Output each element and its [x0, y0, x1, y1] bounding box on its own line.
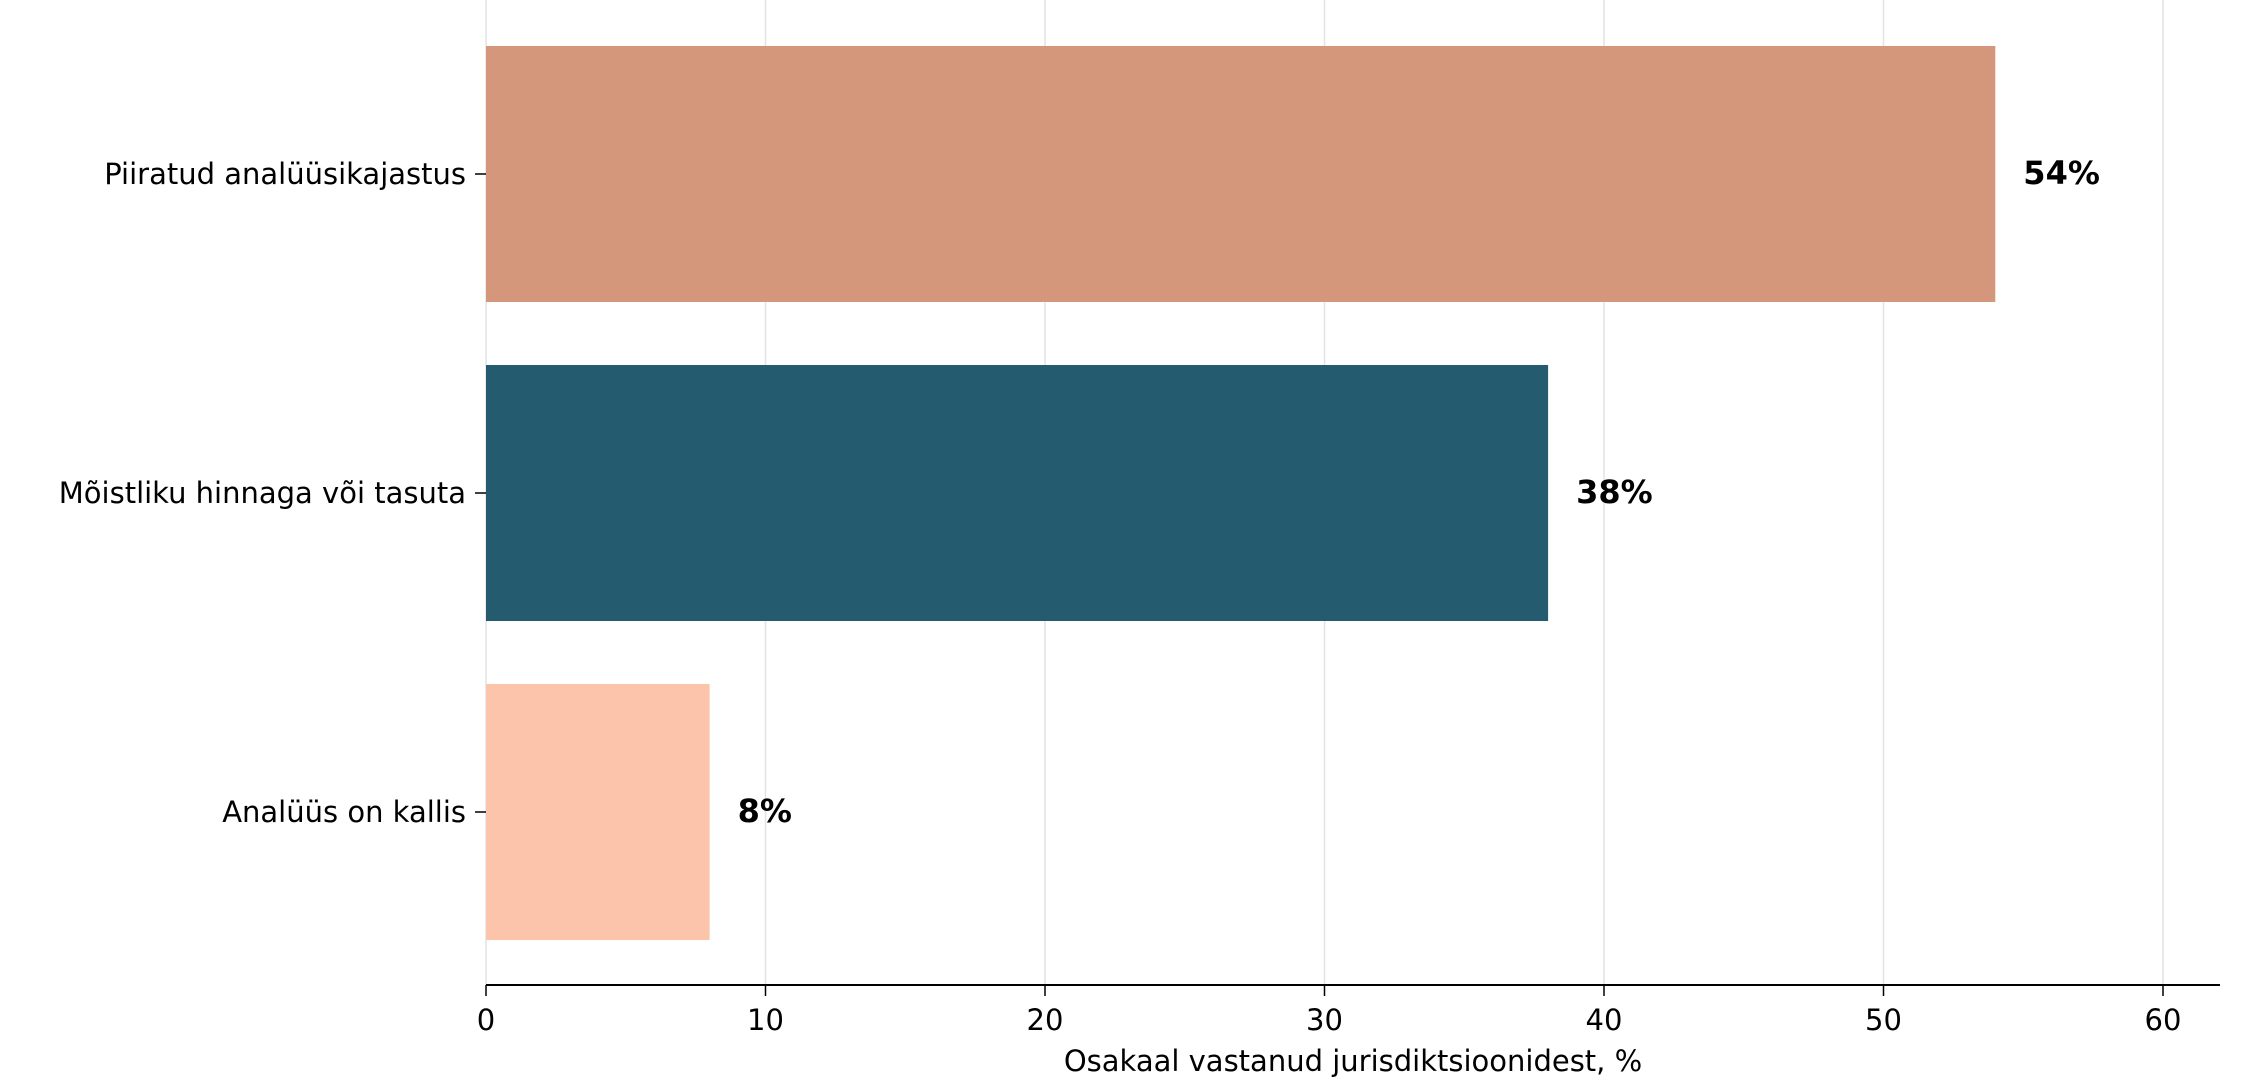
- bar: [486, 684, 710, 940]
- y-tick-label: Piiratud analüüsikajastus: [104, 157, 466, 191]
- bar-value-label: 8%: [738, 792, 792, 830]
- labels: Piiratud analüüsikajastus 54% Mõistliku hi…: [59, 154, 2182, 1037]
- x-tick-label: 60: [2145, 1003, 2182, 1037]
- x-tick-label: 10: [747, 1003, 784, 1037]
- bar-value-label: 54%: [2023, 154, 2100, 192]
- axes: [475, 173, 2220, 996]
- y-tick-label: Mõistliku hinnaga või tasuta: [59, 476, 466, 510]
- x-axis-title: Osakaal vastanud jurisdiktsioonidest, %: [1064, 1044, 1642, 1078]
- bar: [486, 365, 1549, 621]
- y-tick-label: Analüüs on kallis: [222, 795, 466, 829]
- bar: [486, 46, 1996, 302]
- x-tick-label: 0: [477, 1003, 495, 1037]
- x-tick-label: 40: [1586, 1003, 1623, 1037]
- x-tick-label: 50: [1865, 1003, 1902, 1037]
- bar-value-label: 38%: [1576, 473, 1653, 511]
- bars: [486, 46, 1996, 940]
- x-tick-label: 20: [1027, 1003, 1064, 1037]
- x-tick-label: 30: [1306, 1003, 1343, 1037]
